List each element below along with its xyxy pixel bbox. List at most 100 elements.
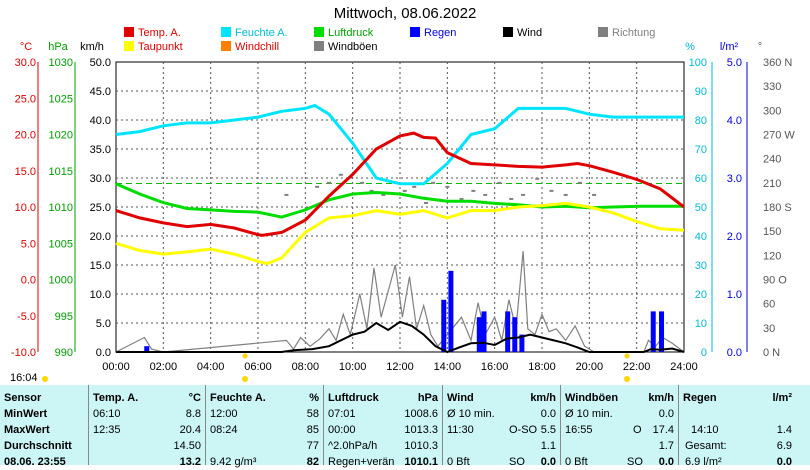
direction-point [412, 185, 417, 188]
y-tick-direction: 240 [763, 154, 781, 166]
y-tick-temp: 20.0 [15, 130, 36, 142]
series-feuchte [115, 103, 684, 186]
legend-label-regen: Regen [424, 27, 456, 39]
legend-swatch-temp [124, 27, 134, 37]
stats-value-current: 1010.1 [404, 456, 438, 468]
x-tick-label: 00:00 [102, 361, 130, 373]
stats-unit: km/h [530, 392, 556, 404]
time-marker-label: 16:04 [10, 372, 38, 384]
y-tick-temp: 30.0 [15, 57, 36, 69]
axis-unit-label: % [685, 41, 695, 53]
x-tick-label: 10:00 [339, 361, 367, 373]
y-tick-temp: 25.0 [15, 93, 36, 105]
stats-value-current: 82 [306, 456, 319, 468]
stats-time: 11:30 [447, 424, 474, 436]
y-tick-pressure: 1000 [49, 275, 73, 287]
y-tick-wind: 50.0 [90, 57, 111, 69]
y-tick-wind: 10.0 [90, 289, 111, 301]
stats-value: 1010.3 [404, 440, 438, 452]
stats-unit: km/h [648, 392, 674, 404]
y-tick-direction: 330 [763, 81, 781, 93]
y-tick-humidity: 90 [695, 86, 707, 98]
stats-value-current: 13.2 [179, 456, 201, 468]
direction-point [445, 185, 450, 188]
direction-point [284, 193, 289, 196]
stats-value: 20.4 [179, 424, 201, 436]
direction-point [577, 181, 582, 184]
stats-separator [88, 385, 89, 465]
direction-point [592, 193, 597, 196]
y-tick-temp: 10.0 [15, 202, 36, 214]
y-tick-direction: 150 [763, 226, 781, 238]
stats-forecast: Regen+verän [328, 456, 395, 468]
legend-swatch-taupunkt [124, 41, 134, 51]
stats-label: Gesamt: [685, 440, 727, 452]
rain-bar [512, 317, 518, 352]
stats-label: Ø 10 min. [447, 408, 495, 420]
legend-label-windboeen: Windböen [328, 41, 378, 53]
direction-point [509, 197, 514, 200]
stats-header: Wind [447, 392, 474, 404]
stats-direction: SO [627, 456, 643, 468]
y-tick-pressure: 1010 [49, 202, 73, 214]
stats-beaufort: 0 Bft [447, 456, 470, 468]
sunset-marker [624, 376, 630, 382]
legend-label-temp: Temp. A. [138, 27, 181, 39]
legend-swatch-windboeen [314, 41, 324, 51]
y-tick-direction: 90 O [763, 275, 787, 287]
rain-bar [650, 311, 656, 352]
x-tick-label: 12:00 [386, 361, 414, 373]
x-tick-label: 02:00 [150, 361, 178, 373]
direction-point [424, 201, 429, 204]
stats-col-wind: Wind km/h Ø 10 min. 0.0 11:30 O-SO 5.5 1.1 0… [443, 385, 560, 468]
y-tick-wind: 0.0 [96, 347, 111, 359]
stats-unit: °C [188, 392, 201, 404]
y-tick-rain: 3.0 [727, 173, 742, 185]
y-tick-temp: 5.0 [21, 238, 36, 250]
stats-separator [323, 385, 324, 465]
direction-point [431, 181, 436, 184]
y-tick-humidity: 70 [695, 144, 707, 156]
legend-label-luftdruck: Luftdruck [328, 27, 374, 39]
weather-chart: 00:00 02:00 04:00 06:00 08:00 10:00 12:00 14:00… [10, 27, 795, 384]
y-tick-wind: 15.0 [90, 260, 111, 272]
axis-unit-label: °C [20, 41, 32, 53]
axis-unit-label: km/h [80, 41, 104, 53]
y-tick-pressure: 1005 [49, 238, 73, 250]
stats-time: 00:00 [328, 424, 356, 436]
legend-swatch-regen [410, 27, 420, 37]
y-tick-pressure: 1020 [49, 130, 73, 142]
stats-value-current: 0.0 [776, 456, 792, 468]
stats-value: 1.7 [658, 440, 674, 452]
stats-separator [442, 385, 443, 465]
y-tick-pressure: 995 [55, 311, 73, 323]
stats-direction: SO [509, 456, 525, 468]
x-tick-label: 20:00 [576, 361, 604, 373]
stats-separator [560, 385, 561, 465]
y-tick-humidity: 40 [695, 231, 707, 243]
series-taupunkt [115, 201, 685, 266]
rain-bar [519, 334, 525, 352]
stats-value: 1013.3 [404, 424, 438, 436]
direction-point [459, 197, 464, 200]
y-tick-pressure: 1015 [49, 166, 73, 178]
y-tick-temp: -10.0 [11, 347, 36, 359]
direction-point [402, 189, 407, 192]
rain-bar [659, 311, 665, 352]
rain-bar [144, 346, 150, 352]
stats-time: 06:10 [93, 408, 121, 420]
y-tick-rain: 4.0 [727, 115, 742, 127]
row-label-min: MinWert [4, 408, 48, 420]
stats-value: 6.9 [776, 440, 792, 452]
y-tick-temp: -5.0 [17, 311, 36, 323]
stats-value: 17.4 [652, 424, 674, 436]
x-tick-label: 16:00 [481, 361, 509, 373]
stats-col-humidity: Feuchte A.% 12:00 58 08:24 85 77 9.42 g/m³… [206, 385, 323, 468]
stats-time: 12:35 [93, 424, 121, 436]
rain-bar [505, 311, 511, 352]
y-tick-wind: 45.0 [90, 86, 111, 98]
rain-bar [448, 270, 454, 352]
rain-bar [481, 311, 487, 352]
stats-unit: % [309, 392, 319, 404]
direction-point [369, 189, 374, 192]
